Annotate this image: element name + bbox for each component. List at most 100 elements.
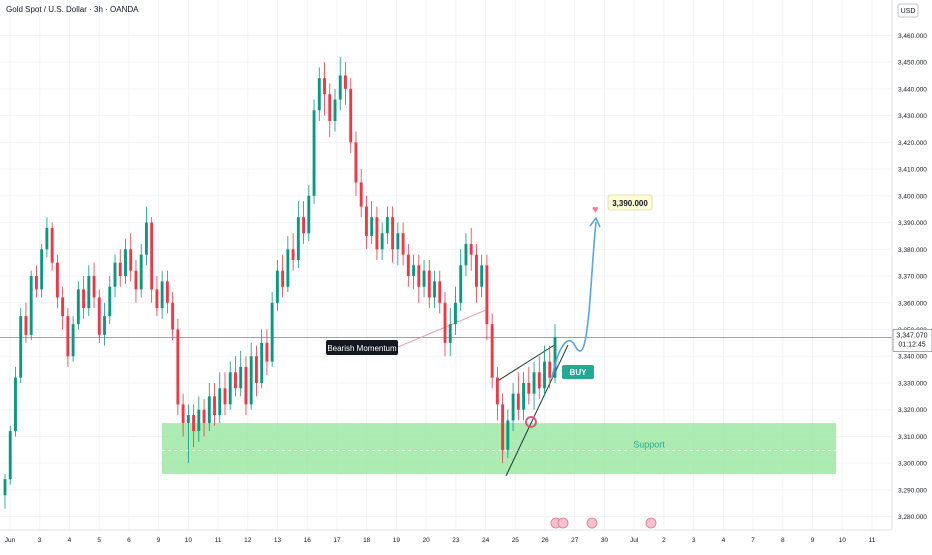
candle-body: [553, 337, 557, 378]
candle-body: [495, 377, 499, 405]
date-tick-label: 10: [185, 537, 193, 544]
candle-body: [370, 217, 374, 236]
price-tick-label: 3,310.000: [898, 434, 927, 441]
candle-body: [464, 243, 468, 266]
date-tick-label: 9: [811, 537, 815, 544]
candle-body: [124, 249, 127, 277]
countdown-label: 01:12:45: [898, 341, 925, 348]
date-tick-label: 17: [333, 537, 341, 544]
candle-body: [202, 409, 206, 424]
candle-body: [364, 206, 368, 236]
candle-body: [108, 286, 112, 317]
candle-body: [197, 409, 201, 432]
us-flag-icon: [645, 517, 657, 529]
date-tick-label: 27: [571, 537, 579, 544]
chart-title: Gold Spot / U.S. Dollar · 3h · OANDA: [6, 5, 139, 14]
candle-body: [66, 316, 70, 357]
date-tick-label: 11: [215, 537, 222, 544]
candle-body: [454, 302, 457, 325]
candle-body: [50, 227, 54, 263]
currency-badge: USD: [897, 3, 919, 18]
candle-body: [181, 404, 185, 424]
heart-icon: ♥: [592, 204, 599, 216]
candle-body: [433, 281, 436, 298]
candle-body: [29, 276, 33, 335]
candle-body: [359, 182, 363, 207]
date-tick-label: 20: [423, 537, 431, 544]
candle-body: [469, 243, 473, 255]
price-tick-label: 3,370.000: [898, 274, 927, 281]
candle-body: [160, 281, 164, 309]
price-tick-label: 3,390.000: [898, 220, 927, 227]
candle-body: [380, 233, 384, 250]
date-tick-label: 2: [662, 537, 666, 544]
price-tick-label: 3,380.000: [898, 247, 927, 254]
candle-body: [417, 265, 421, 287]
date-tick-label: 19: [393, 537, 401, 544]
candle-body: [234, 372, 237, 389]
candle-body: [103, 316, 106, 335]
candle-body: [24, 316, 28, 335]
candle-body: [87, 276, 91, 309]
candle-body: [396, 233, 400, 250]
price-tick-label: 3,330.000: [898, 380, 927, 387]
price-ticks: 3,280.000 3,290.000 3,300.000 3,310.000 3,32…: [898, 33, 927, 521]
candle-body: [275, 270, 279, 303]
candle-body: [239, 366, 243, 389]
candle-body: [286, 249, 290, 287]
candle-body: [480, 265, 484, 287]
candle-body: [537, 372, 541, 389]
price-tick-label: 3,400.000: [898, 193, 927, 200]
date-tick-label: 18: [363, 537, 371, 544]
retest-circle: [525, 416, 537, 428]
candle-body: [61, 297, 65, 317]
candle-body: [45, 227, 49, 250]
support-label: Support: [633, 439, 665, 449]
candles: [3, 56, 557, 509]
date-tick-label: 13: [274, 537, 282, 544]
candle-body: [34, 276, 38, 290]
price-tick-label: 3,460.000: [898, 33, 927, 40]
candle-body: [82, 289, 86, 309]
candle-body: [19, 316, 23, 378]
candle-body: [485, 265, 489, 325]
date-tick-label: 5: [97, 537, 101, 544]
date-tick-label: 4: [722, 537, 726, 544]
support-zone: [162, 423, 836, 474]
date-tick-label: 30: [601, 537, 609, 544]
candle-body: [244, 366, 248, 405]
price-tick-label: 3,320.000: [898, 407, 927, 414]
candle-body: [218, 388, 222, 416]
candle-body: [307, 195, 311, 234]
candle-body: [260, 342, 264, 383]
price-tick-label: 3,440.000: [898, 86, 927, 93]
wedge-lower: [505, 344, 569, 477]
forecast-arrowhead: [589, 216, 601, 228]
candle-body: [501, 404, 505, 450]
date-tick-label: 4: [68, 537, 72, 544]
candle-body: [323, 78, 326, 95]
price-axis[interactable]: [891, 0, 932, 550]
date-tick-label: 10: [839, 537, 847, 544]
candle-body: [150, 222, 154, 290]
candle-body: [522, 382, 526, 410]
bearish-momentum-line: [397, 309, 487, 348]
date-tick-label: Jun: [5, 537, 16, 544]
current-price-tag: 3,347.070 01:12:45: [892, 329, 932, 352]
us-flag-icon: [557, 517, 569, 529]
event-icons[interactable]: [550, 517, 657, 529]
candle-body: [296, 217, 300, 260]
candle-body: [97, 297, 101, 335]
candle-body: [422, 270, 426, 287]
candle-body: [270, 302, 274, 362]
candle-body: [186, 415, 190, 424]
candle-body: [14, 377, 17, 432]
bearish-momentum-label: Bearish Momentum: [327, 344, 397, 353]
candle-body: [139, 254, 143, 290]
candle-body: [129, 249, 133, 271]
candle-body: [155, 289, 159, 309]
candle-body: [92, 276, 96, 298]
price-tick-label: 3,450.000: [898, 60, 927, 67]
